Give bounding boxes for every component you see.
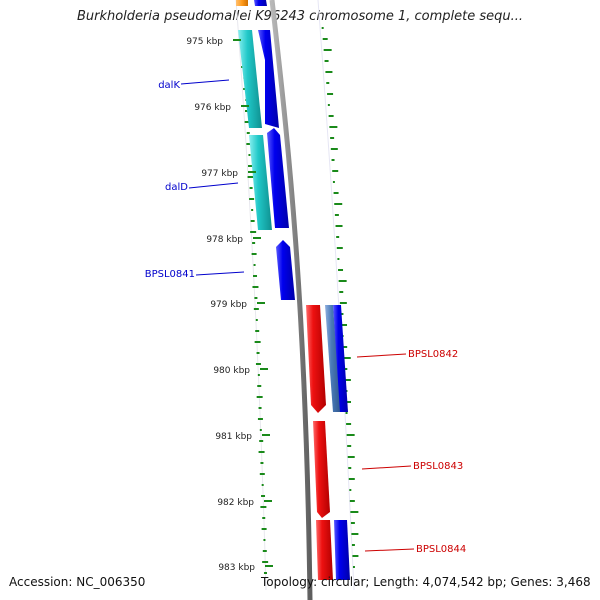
gene-BPSL0844 — [316, 520, 333, 580]
genome-backbone — [269, 0, 313, 600]
scale-tick-label: 979 kbp — [210, 300, 247, 310]
scale-tick-label: 981 kbp — [215, 432, 252, 442]
label-leader-line — [356, 353, 407, 358]
scale-tick-label: 975 kbp — [186, 37, 223, 47]
ring-band-outer — [317, 0, 355, 591]
label-leader-line — [364, 548, 415, 552]
gene-BPSL0844-rev — [334, 520, 350, 580]
gene-BPSL0842-cog — [325, 305, 341, 412]
kbp-scale: 975 kbp 976 kbp 977 kbp 978 kbp 979 kbp 980 k… — [186, 37, 273, 573]
gene-BPSL0842-rev — [333, 305, 348, 412]
gene-label-BPSL0841[interactable]: BPSL0841 — [145, 269, 195, 280]
scale-tick-label: 976 kbp — [194, 103, 231, 113]
gene-dalK — [258, 30, 279, 128]
map-title: Burkholderia pseudomallei K96243 chromos… — [76, 9, 524, 24]
gene-label-BPSL0842[interactable]: BPSL0842 — [408, 349, 458, 360]
gene-label-dalK[interactable]: dalK — [158, 80, 180, 91]
scale-tick-label: 978 kbp — [206, 235, 243, 245]
label-leader-line — [180, 79, 230, 85]
label-leader-line — [195, 271, 245, 276]
gc-skew-track-outer — [321, 27, 359, 568]
scale-tick-label: 983 kbp — [218, 563, 255, 573]
gene-label-BPSL0843[interactable]: BPSL0843 — [413, 461, 463, 472]
gene-BPSL0842 — [306, 305, 326, 413]
gene-blue-top — [254, 0, 267, 6]
accession-label: Accession: NC_006350 — [9, 575, 146, 589]
gene-dalK-cog — [238, 30, 262, 128]
gene-dalD-cog — [249, 135, 272, 230]
scale-tick-label: 980 kbp — [213, 366, 250, 376]
gene-label-BPSL0844[interactable]: BPSL0844 — [416, 544, 466, 555]
gene-BPSL0843 — [313, 421, 330, 518]
gene-orange-top — [236, 0, 248, 6]
gene-label-dalD[interactable]: dalD — [165, 182, 188, 193]
gene-BPSL0841 — [276, 240, 295, 300]
gene-labels: dalK dalD BPSL0841 BPSL0842 BPSL0843 BPSL0844 — [145, 79, 466, 555]
label-leader-line — [361, 465, 412, 470]
scale-tick-label: 977 kbp — [201, 169, 238, 179]
scale-tick-label: 982 kbp — [217, 498, 254, 508]
genome-summary: Topology: circular; Length: 4,074,542 bp… — [261, 575, 591, 589]
gene-dalD — [267, 128, 289, 228]
label-leader-line — [188, 182, 239, 189]
